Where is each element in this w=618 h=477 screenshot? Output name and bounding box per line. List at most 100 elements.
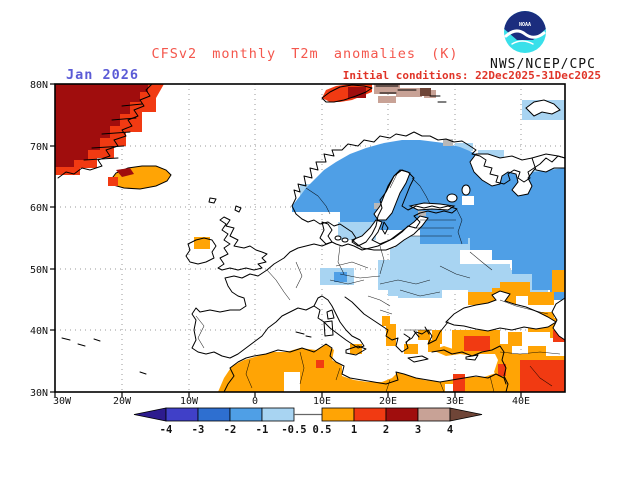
colorbar-segment bbox=[261, 407, 295, 422]
initial-conditions-label: Initial conditions: 22Dec2025-31Dec2025 bbox=[343, 69, 601, 82]
band-gap bbox=[445, 384, 457, 392]
lat-axis-labels: 80N 70N 60N 50N 40N 30N bbox=[30, 80, 48, 399]
colorbar-labels: -4 -3 -2 -1 -0.5 0.5 1 2 3 4 bbox=[160, 424, 453, 436]
anomaly-cell bbox=[386, 324, 396, 346]
colorbar-segment bbox=[229, 407, 263, 422]
shetland-islands bbox=[234, 205, 242, 213]
colorbar-label: -3 bbox=[192, 424, 205, 436]
colorbar-label: -4 bbox=[160, 424, 173, 436]
baltic-sea bbox=[351, 215, 429, 251]
forecast-month-label: Jan 2026 bbox=[66, 67, 139, 83]
anomaly-cell bbox=[350, 344, 362, 354]
azores-madeira bbox=[61, 331, 312, 375]
axis-ticks bbox=[50, 83, 522, 397]
lat-tick-label: 30N bbox=[30, 388, 48, 399]
colorbar-segment bbox=[385, 407, 419, 422]
agency-label: NWS/NCEP/CPC bbox=[490, 57, 596, 72]
lake-onega bbox=[461, 184, 471, 196]
coastlines bbox=[57, 83, 566, 393]
anomaly-cell bbox=[443, 139, 453, 146]
anomaly-cell bbox=[498, 364, 506, 376]
colorbar-label: 0.5 bbox=[313, 424, 332, 436]
balkan-adriatic-coast bbox=[344, 296, 449, 353]
anomaly-cell bbox=[464, 336, 490, 351]
italy-coast bbox=[313, 295, 365, 349]
anomaly-cell bbox=[468, 292, 554, 305]
lon-tick-label: 10E bbox=[313, 396, 331, 407]
anomaly-cell bbox=[508, 332, 522, 346]
colorbar-label: 3 bbox=[415, 424, 421, 436]
anomaly-cell bbox=[374, 84, 400, 94]
black-sea bbox=[445, 290, 557, 332]
lat-tick-label: 80N bbox=[30, 80, 48, 91]
gotland-island bbox=[381, 221, 389, 235]
colorbar-label: 1 bbox=[351, 424, 357, 436]
lake-ladoga bbox=[446, 193, 458, 203]
svalbard-coast bbox=[321, 84, 373, 103]
noaa-logo-icon: NOAA bbox=[504, 10, 546, 53]
region-iceland bbox=[108, 165, 172, 190]
colorbar-label: -0.5 bbox=[281, 424, 306, 436]
lon-tick-label: 40E bbox=[512, 396, 530, 407]
region-greenland-interior bbox=[55, 84, 148, 167]
lon-tick-label: 10W bbox=[180, 396, 199, 407]
anomaly-cell bbox=[455, 143, 473, 151]
lat-tick-label: 50N bbox=[30, 265, 48, 276]
great-britain-coast bbox=[217, 216, 268, 271]
lon-tick-label: 0 bbox=[252, 396, 258, 407]
france-iberia-coast bbox=[191, 269, 315, 359]
anomaly-cell bbox=[492, 288, 522, 296]
white-sea bbox=[469, 153, 541, 197]
anomaly-cell bbox=[453, 374, 465, 392]
anomaly-cell bbox=[418, 330, 430, 340]
lon-tick-label: 20W bbox=[113, 396, 132, 407]
colorbar-label: 2 bbox=[383, 424, 389, 436]
sicily-coast bbox=[345, 345, 367, 356]
cyprus-coast bbox=[465, 354, 479, 361]
colorbar-label: -2 bbox=[224, 424, 237, 436]
denmark-coast bbox=[319, 221, 333, 245]
aegean-squiggle bbox=[403, 326, 430, 344]
corsica-coast bbox=[326, 309, 335, 320]
lon-tick-label: 20E bbox=[379, 396, 397, 407]
faroe-islands bbox=[208, 197, 217, 204]
netherlands-germany-coast bbox=[266, 241, 333, 271]
anomaly-cell bbox=[418, 211, 426, 216]
colorbar bbox=[133, 407, 483, 422]
white-sea-areas bbox=[351, 99, 566, 341]
lat-tick-label: 40N bbox=[30, 326, 48, 337]
anomaly-cell bbox=[404, 344, 418, 354]
colorbar-segment bbox=[321, 407, 355, 422]
band-gap bbox=[284, 372, 300, 392]
noaa-logo-text: NOAA bbox=[519, 22, 531, 28]
colorbar-arrow-high bbox=[449, 407, 483, 422]
norway-russia-arctic-coast bbox=[291, 131, 566, 220]
anomaly-cell bbox=[374, 203, 382, 209]
anomaly-cell bbox=[378, 96, 396, 103]
colorbar-arrow-low bbox=[133, 407, 167, 422]
ireland-coast bbox=[185, 237, 217, 265]
lat-tick-label: 70N bbox=[30, 142, 48, 153]
figure-title: CFSv2 monthly T2m anomalies (K) bbox=[152, 46, 459, 62]
anomaly-cell bbox=[108, 177, 118, 186]
region-svalbard bbox=[322, 84, 436, 103]
country-borders bbox=[195, 171, 561, 393]
colorbar-segment bbox=[417, 407, 451, 422]
anomaly-gap-cell bbox=[462, 196, 474, 205]
anomaly-cell bbox=[382, 316, 390, 326]
turkey-levant-coast bbox=[431, 345, 509, 393]
anomaly-cell bbox=[552, 270, 565, 292]
band-gap bbox=[516, 296, 528, 305]
lon-tick-label: 30W bbox=[53, 396, 72, 407]
anomaly-cell bbox=[420, 88, 431, 96]
map-frame bbox=[54, 83, 566, 393]
anomaly-cell bbox=[396, 88, 422, 97]
greenland-coast bbox=[57, 83, 153, 179]
neutral-cells bbox=[374, 139, 453, 216]
anomaly-cell bbox=[316, 360, 324, 368]
north-africa-coast bbox=[223, 343, 507, 393]
lon-tick-label: 30E bbox=[446, 396, 464, 407]
sweden-finland-baltic-coast bbox=[301, 169, 458, 251]
